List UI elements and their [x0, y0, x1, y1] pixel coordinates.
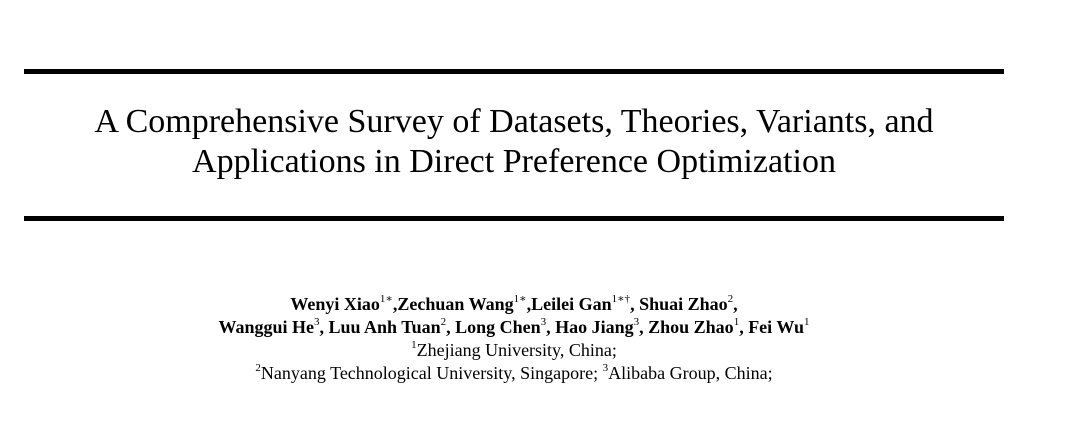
author-separator: ,	[546, 317, 556, 337]
author-line-1: Wenyi Xiao1∗,Zechuan Wang1∗,Leilei Gan1∗…	[0, 293, 1028, 316]
author-name: Zechuan Wang	[397, 294, 514, 314]
author-affiliation-mark: 1∗	[513, 293, 527, 305]
bottom-rule	[24, 216, 1004, 221]
affiliation-text: Alibaba Group, China;	[608, 363, 773, 383]
author-affiliation-mark: 3	[313, 316, 320, 328]
author-name: Leilei Gan	[531, 294, 612, 314]
author-separator: ,	[526, 294, 532, 314]
author-affiliation-mark: 1	[733, 316, 740, 328]
author-name: Luu Anh Tuan	[328, 317, 441, 337]
affiliation-mark: 1	[411, 339, 417, 351]
title-line-1: A Comprehensive Survey of Datasets, Theo…	[94, 103, 934, 140]
author-separator: ,	[446, 317, 456, 337]
author-affiliation-mark: 1	[804, 316, 810, 328]
author-separator: ,	[639, 317, 649, 337]
author-name: Wenyi Xiao	[290, 294, 380, 314]
author-name: Zhou Zhao	[648, 317, 734, 337]
author-affiliation-mark: 2	[440, 316, 447, 328]
title-line-2: Applications in Direct Preference Optimi…	[192, 143, 836, 180]
affiliation-line-2: 2Nanyang Technological University, Singa…	[0, 362, 1028, 385]
top-rule	[24, 69, 1004, 74]
affiliation-line-1: 1Zhejiang University, China;	[0, 339, 1028, 362]
author-separator: ,	[733, 294, 738, 314]
affiliation-mark: 3	[602, 362, 609, 374]
author-affiliation-mark: 1∗	[379, 293, 393, 305]
author-separator: ,	[630, 294, 640, 314]
paper-title: A Comprehensive Survey of Datasets, Theo…	[0, 102, 1028, 182]
affiliation-text: Zhejiang University, China;	[416, 340, 617, 360]
author-affiliation-mark: 3	[633, 316, 640, 328]
author-affiliation-mark: 1∗†	[611, 293, 631, 305]
author-block: Wenyi Xiao1∗,Zechuan Wang1∗,Leilei Gan1∗…	[0, 293, 1028, 385]
author-name: Fei Wu	[748, 317, 805, 337]
author-affiliation-mark: 3	[540, 316, 547, 328]
author-name: Shuai Zhao	[639, 294, 728, 314]
author-separator: ,	[739, 317, 749, 337]
author-line-2: Wanggui He3, Luu Anh Tuan2, Long Chen3, …	[0, 316, 1028, 339]
author-name: Long Chen	[455, 317, 541, 337]
author-affiliation-mark: 2	[727, 293, 734, 305]
author-separator: ,	[392, 294, 398, 314]
author-name: Hao Jiang	[555, 317, 634, 337]
author-separator: ,	[319, 317, 329, 337]
affiliation-mark: 2	[255, 362, 261, 374]
author-name: Wanggui He	[218, 317, 314, 337]
affiliation-text: Nanyang Technological University, Singap…	[260, 363, 603, 383]
